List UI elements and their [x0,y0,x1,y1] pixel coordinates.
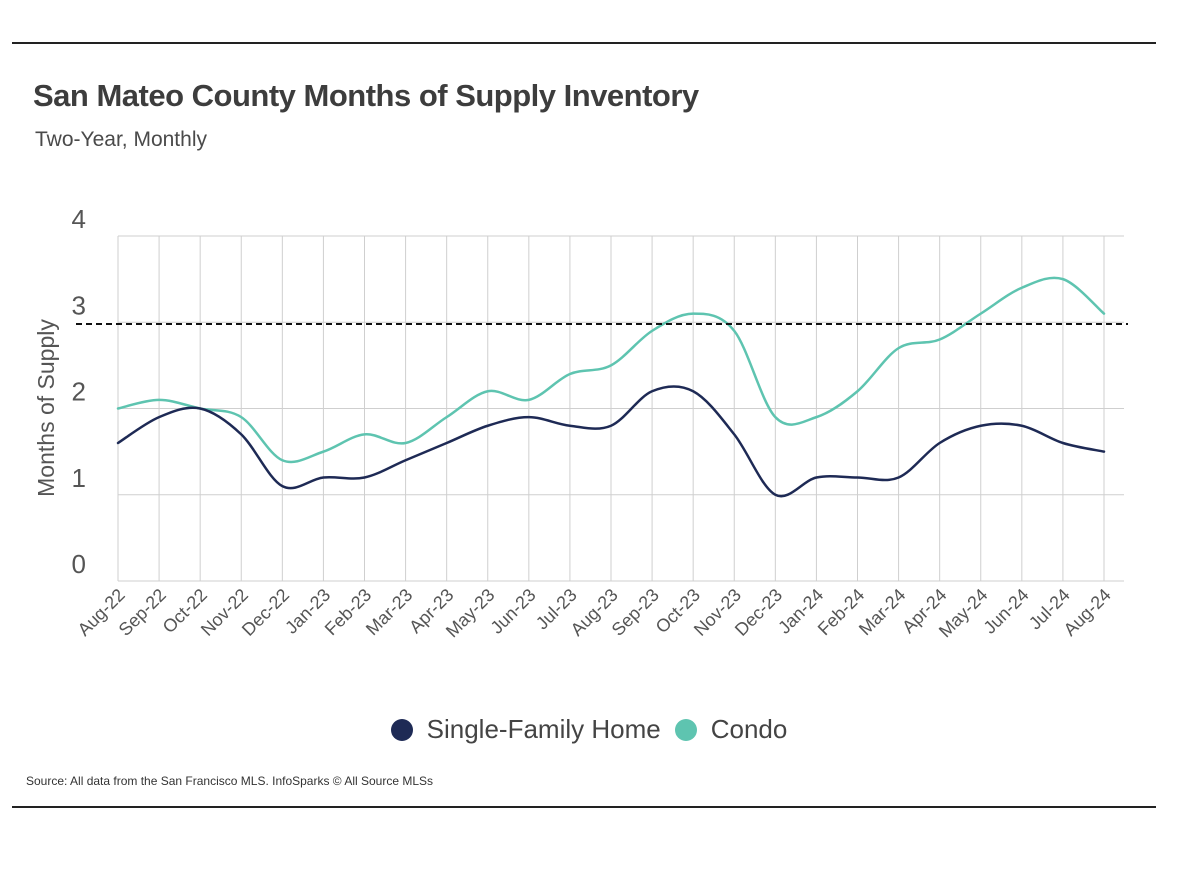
x-tick-label: Jun-23 [487,585,540,638]
legend-item-condo: Condo [674,714,788,745]
x-tick-label: Dec-23 [731,585,786,640]
x-tick-label: Aug-24 [1060,585,1115,640]
legend-swatch-single-family [390,718,413,741]
chart-subtitle: Two-Year, Monthly [35,128,207,151]
x-tick-label: Mar-24 [855,585,909,639]
legend-swatch-condo [674,718,697,741]
source-note: Source: All data from the San Francisco … [26,774,434,788]
x-tick-label: Mar-23 [362,585,416,639]
x-tick-label: Sep-22 [115,585,170,640]
y-tick-label: 0 [72,549,86,579]
y-tick-label: 3 [72,290,86,320]
top-rule [12,42,1156,44]
bottom-rule [12,806,1156,808]
legend: Single-Family Home Condo [0,714,1178,745]
y-axis-label: Months of Supply [33,319,59,497]
chart-title: San Mateo County Months of Supply Invent… [33,78,699,113]
legend-label-condo: Condo [710,714,788,744]
y-tick-label: 2 [72,377,86,407]
legend-item-single-family: Single-Family Home [390,714,661,745]
y-tick-label: 1 [72,463,86,493]
x-tick-label: Dec-22 [238,585,293,640]
x-tick-label: Sep-23 [608,585,663,640]
legend-label-single-family: Single-Family Home [426,714,661,744]
series-line-single-family [116,385,1106,498]
y-tick-label: 4 [72,204,86,234]
x-tick-label: Jun-24 [980,585,1033,638]
series-line-condo [116,276,1106,464]
